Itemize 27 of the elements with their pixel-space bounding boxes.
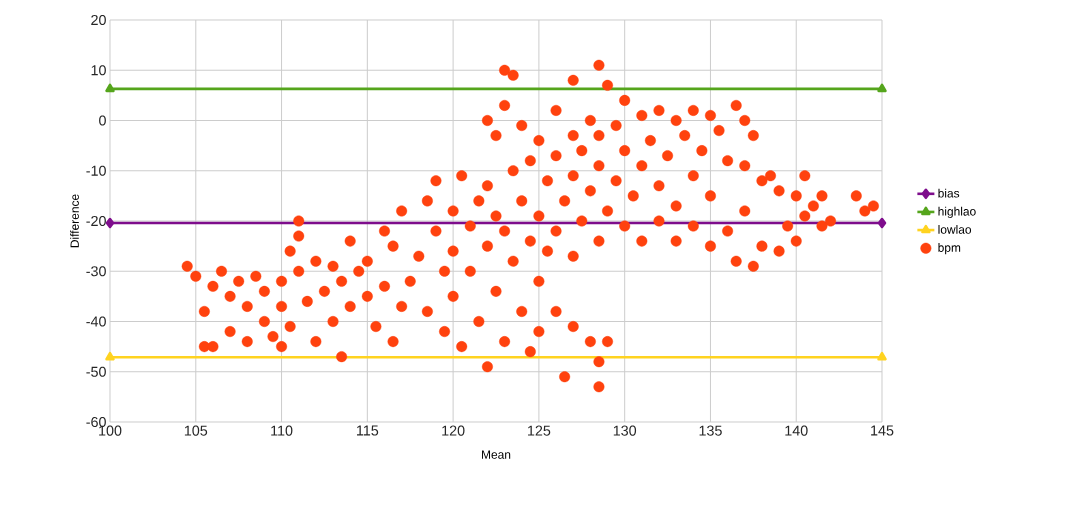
x-tick-label: 115 [356,425,379,436]
x-tick-label: 130 [613,425,637,436]
y-tick-label: 10 [91,65,106,76]
y-tick-label: 20 [91,14,106,26]
x-tick-label: 100 [99,425,122,436]
x-tick-label: 145 [871,425,894,436]
legend-label: highlao [938,206,976,218]
y-tick-label: -30 [86,266,106,277]
legend-label: bpm [938,243,961,255]
x-tick-label: 125 [528,425,551,436]
y-tick-label: 0 [99,115,106,126]
x-tick-label: 105 [184,425,208,436]
y-tick-label: -60 [86,416,106,428]
y-tick-label: -10 [86,165,106,176]
point [105,217,115,229]
x-tick-label: 110 [271,425,293,436]
y-tick-label: -20 [86,215,106,227]
y-axis-title: Difference [70,194,79,248]
x-tick-label: 140 [785,425,808,436]
legend-label: bias [938,188,960,198]
legend-label: lowlao [938,224,972,234]
x-tick-label: 135 [699,425,722,436]
y-tick-label: -40 [86,316,106,327]
x-axis-title: Mean [482,450,511,459]
x-tick-label: 120 [442,425,465,436]
point [877,217,887,229]
y-tick-label: -50 [86,366,106,377]
